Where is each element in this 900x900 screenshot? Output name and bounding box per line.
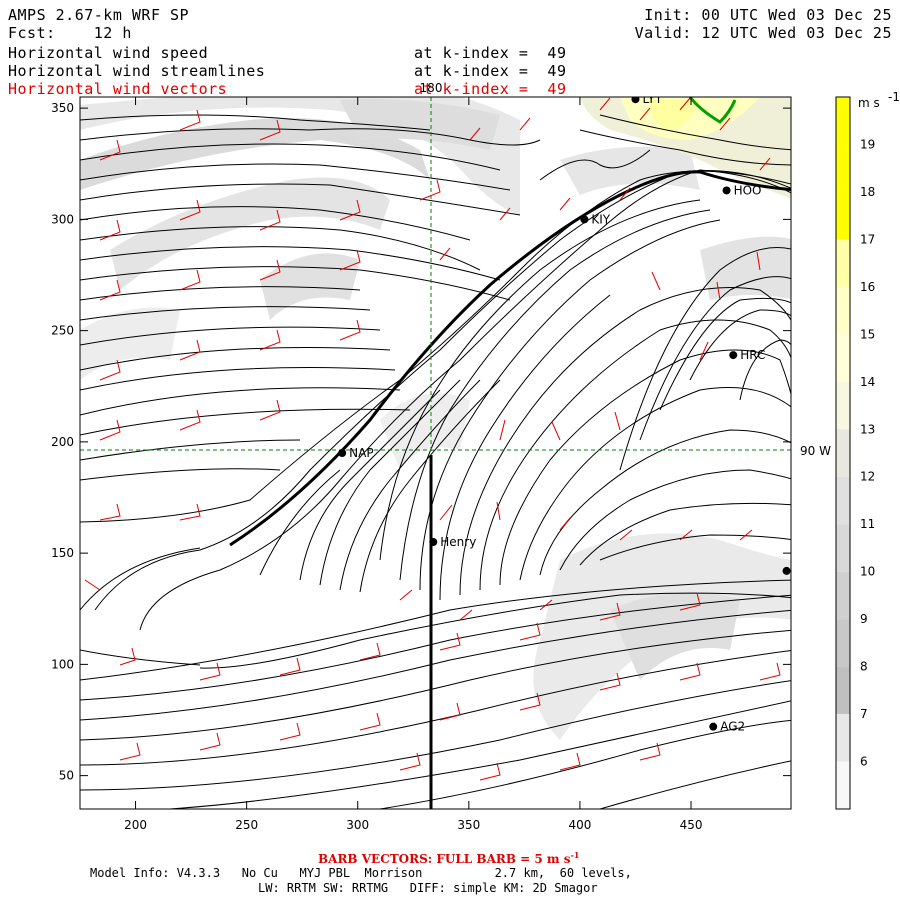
colorbar-label: 15 [860,327,875,341]
colorbar-segment [836,524,850,572]
physics-info: LW: RRTM SW: RRTMG DIFF: simple KM: 2D S… [258,881,598,895]
station-label: HOO [734,183,762,197]
x-tick-label: 300 [346,818,369,832]
colorbar-segment [836,714,850,762]
colorbar-label: 10 [860,565,875,579]
field-label-streamlines: Horizontal wind streamlines [8,62,266,80]
colorbar-segment [836,191,850,240]
station-marker [709,722,718,731]
x-tick-label: 350 [457,818,480,832]
x-tick-label: 200 [124,818,147,832]
field-level-wind-vectors: at k-index = 49 [414,80,567,98]
coastline [688,97,737,124]
y-tick-label: 150 [51,546,74,560]
colorbar-label: 11 [860,517,875,531]
model-title: AMPS 2.67-km WRF SP [8,6,190,24]
wind-speed-shading [80,97,791,740]
x-tick-label: 450 [680,818,703,832]
colorbar-segment [836,429,850,477]
colorbar-label: 9 [860,612,868,626]
x-tick-label: 250 [235,818,258,832]
station-marker [631,97,640,104]
colorbar: 19 18 17 16 15 14 13 12 11 10 9 8 7 6 m s -1 [835,90,900,810]
station-layer: LYT HOO KIY HRC NAP Henry AG2 [338,92,791,734]
colorbar-label: 12 [860,470,875,484]
colorbar-label: 19 [860,137,875,151]
valid-time: Valid: 12 UTC Wed 03 Dec 25 [634,24,892,42]
colorbar-label: 7 [860,707,868,721]
convergence-streamline [229,170,791,547]
barb-note-text: BARB VECTORS: FULL BARB = 5 m s [318,852,571,866]
colorbar-label: 14 [860,375,875,389]
station-label: NAP [349,446,373,460]
colorbar-segment [836,97,850,145]
meridian-label: 180 [420,81,443,95]
colorbar-segment [836,381,850,430]
wind-streamlines [80,114,791,809]
field-label-wind-vectors: Horizontal wind vectors [8,80,228,98]
field-label-wind-speed: Horizontal wind speed [8,44,209,62]
colorbar-label: 13 [860,422,875,436]
field-level-wind-speed: at k-index = 49 [414,44,567,62]
parallel-label: 90 W [800,444,831,458]
colorbar-unit-exponent: -1 [888,90,900,104]
colorbar-label: 17 [860,232,875,246]
y-tick-label: 250 [51,324,74,338]
x-tick-label: 400 [568,818,591,832]
axis-layer: 200 250 300 350 400 450 350 300 250 200 150 100 50 [51,97,791,832]
model-info: Model Info: V4.3.3 No Cu MYJ PBL Morriso… [90,866,632,880]
colorbar-segment [836,571,850,620]
colorbar-label: 18 [860,185,875,199]
init-time: Init: 00 UTC Wed 03 Dec 25 [644,6,892,24]
y-tick-label: 350 [51,101,74,115]
y-tick-label: 200 [51,435,74,449]
field-level-streamlines: at k-index = 49 [414,62,567,80]
station-label: AG2 [720,720,745,734]
barb-note-exponent: -1 [570,850,580,860]
colorbar-segment [836,334,850,382]
colorbar-segment [836,144,850,192]
colorbar-segment [836,666,850,715]
colorbar-label: 8 [860,660,868,674]
station-label: HRC [740,348,765,362]
y-tick-label: 300 [51,212,74,226]
station-label: KIY [591,212,610,226]
plot-frame [79,96,792,810]
colorbar-label: 16 [860,280,875,294]
station-label: LYT [642,92,662,106]
station-marker [580,215,589,224]
colorbar-segment [836,286,850,335]
wind-barbs [84,97,781,781]
colorbar-segment [836,761,850,809]
colorbar-unit: m s [858,96,880,110]
colorbar-segment [836,619,850,667]
colorbar-segment [836,239,850,287]
colorbar-frame [835,96,851,810]
forecast-hour: Fcst: 12 h [8,24,132,42]
station-marker [338,449,347,457]
colorbar-label: 6 [860,755,868,769]
y-tick-label: 50 [59,769,74,783]
y-tick-label: 100 [51,657,74,671]
station-marker [782,566,791,575]
map-plot-area: LYT HOO KIY HRC NAP Henry AG2 [80,92,791,809]
station-marker [429,538,438,546]
station-label: Henry [440,535,476,549]
station-marker [729,351,738,360]
colorbar-segment [836,476,850,525]
barb-note: BARB VECTORS: FULL BARB = 5 m s-1 [318,850,579,866]
station-marker [722,186,731,195]
